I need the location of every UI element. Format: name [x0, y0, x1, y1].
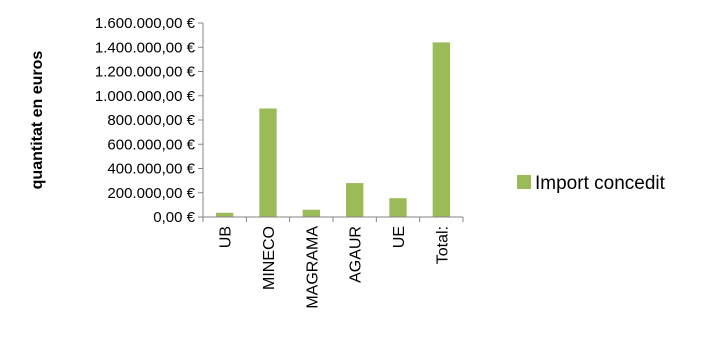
- bar: [216, 212, 234, 217]
- x-tick-label: MINECO: [261, 226, 278, 290]
- legend-swatch: [517, 175, 531, 189]
- legend: Import concedit: [517, 173, 666, 194]
- bar: [389, 198, 407, 217]
- bar: [302, 209, 320, 217]
- x-tick-label: UB: [218, 226, 235, 248]
- y-tick-label: 600.000,00 €: [107, 136, 195, 153]
- y-tick-label: 1.200.000,00 €: [95, 64, 196, 81]
- x-tick-label: AGAUR: [348, 226, 365, 283]
- bar: [259, 108, 277, 217]
- bar: [346, 183, 364, 217]
- y-tick-label: 800.000,00 €: [107, 112, 195, 129]
- y-axis-ticks: 0,00 € 200.000,00 € 400.000,00 € 600.000,00…: [95, 15, 204, 226]
- x-tick-label: UE: [391, 226, 408, 248]
- y-tick-label: 400.000,00 €: [107, 161, 195, 178]
- bar: [432, 42, 450, 218]
- y-tick-label: 200.000,00 €: [107, 185, 195, 202]
- x-tick-label: MAGRAMA: [304, 226, 321, 309]
- x-axis: [202, 216, 464, 222]
- category-labels: UB MINECO MAGRAMA AGAUR UE Total:: [218, 226, 452, 309]
- x-tick-label: Total:: [434, 226, 451, 264]
- y-axis-title: quantitat en euros: [29, 51, 46, 190]
- bars: [216, 42, 450, 218]
- y-tick-label: 1.000.000,00 €: [95, 88, 196, 105]
- y-tick-label: 0,00 €: [153, 209, 195, 226]
- y-tick-label: 1.600.000,00 €: [95, 15, 196, 32]
- legend-label: Import concedit: [535, 173, 666, 194]
- y-tick-label: 1.400.000,00 €: [95, 39, 196, 56]
